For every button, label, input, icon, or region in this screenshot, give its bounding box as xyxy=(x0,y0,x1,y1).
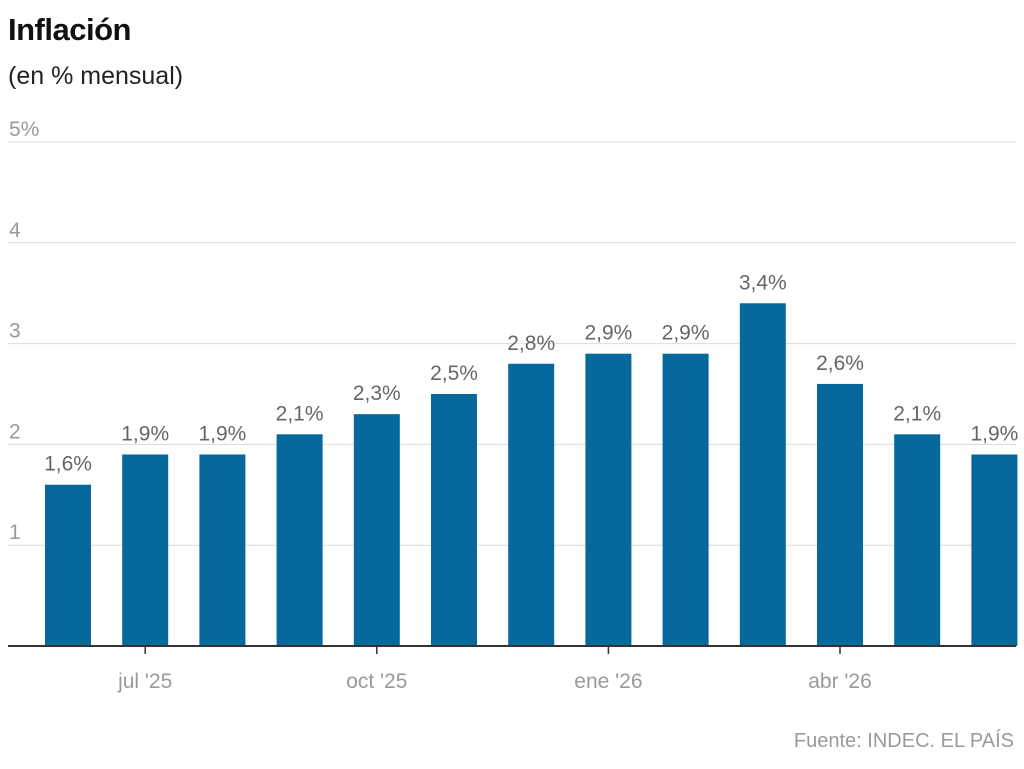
x-tick-label: oct '25 xyxy=(346,670,407,693)
bar-value-label: 2,9% xyxy=(662,322,710,345)
y-tick-label: 4 xyxy=(9,219,21,242)
bar xyxy=(122,454,169,646)
bar-value-label: 3,4% xyxy=(739,271,787,294)
x-tick-label: jul '25 xyxy=(117,670,172,693)
bar xyxy=(971,454,1018,646)
bar xyxy=(508,363,555,646)
bar xyxy=(431,394,477,646)
x-axis: jul '25 oct '25 ene '26 abr '26 xyxy=(8,645,1016,693)
bars xyxy=(45,303,1018,646)
bar xyxy=(894,434,941,646)
bar-value-label: 2,8% xyxy=(507,332,555,355)
bar-value-label: 1,9% xyxy=(121,422,169,445)
x-tick-label: ene '26 xyxy=(574,670,642,693)
chart-subtitle: (en % mensual) xyxy=(8,62,184,90)
bar xyxy=(585,353,632,646)
y-tick-label: 5% xyxy=(9,118,39,141)
bar xyxy=(199,454,246,646)
y-tick-label: 2 xyxy=(9,420,21,443)
bar-value-label: 2,1% xyxy=(276,402,324,425)
x-tick-label: abr '26 xyxy=(808,670,872,693)
bar xyxy=(353,414,400,646)
bar xyxy=(662,353,709,646)
y-tick-label: 3 xyxy=(9,320,21,343)
y-axis-labels: 1 2 3 4 5% xyxy=(9,118,39,544)
bar-value-label: 1,9% xyxy=(970,422,1018,445)
source-note: Fuente: INDEC. EL PAÍS xyxy=(793,730,1014,752)
chart-title: Inflación xyxy=(8,12,131,47)
bar-value-label: 2,5% xyxy=(430,362,478,385)
bar xyxy=(817,383,863,646)
bar-value-label: 2,6% xyxy=(816,352,864,375)
bar-value-label: 1,6% xyxy=(44,453,92,476)
bar-value-label: 2,9% xyxy=(584,322,632,345)
bar xyxy=(739,303,786,646)
y-tick-label: 1 xyxy=(9,521,21,544)
bar-value-label: 2,3% xyxy=(353,382,401,405)
value-labels: 1,6% 1,9% 1,9% 2,1% 2,3% 2,5% 2,8% 2,9% 2,9% 3,4%… xyxy=(44,271,1018,475)
bar xyxy=(45,484,91,646)
bar xyxy=(276,434,323,646)
bar-value-label: 2,1% xyxy=(893,402,941,425)
bar-value-label: 1,9% xyxy=(198,422,246,445)
